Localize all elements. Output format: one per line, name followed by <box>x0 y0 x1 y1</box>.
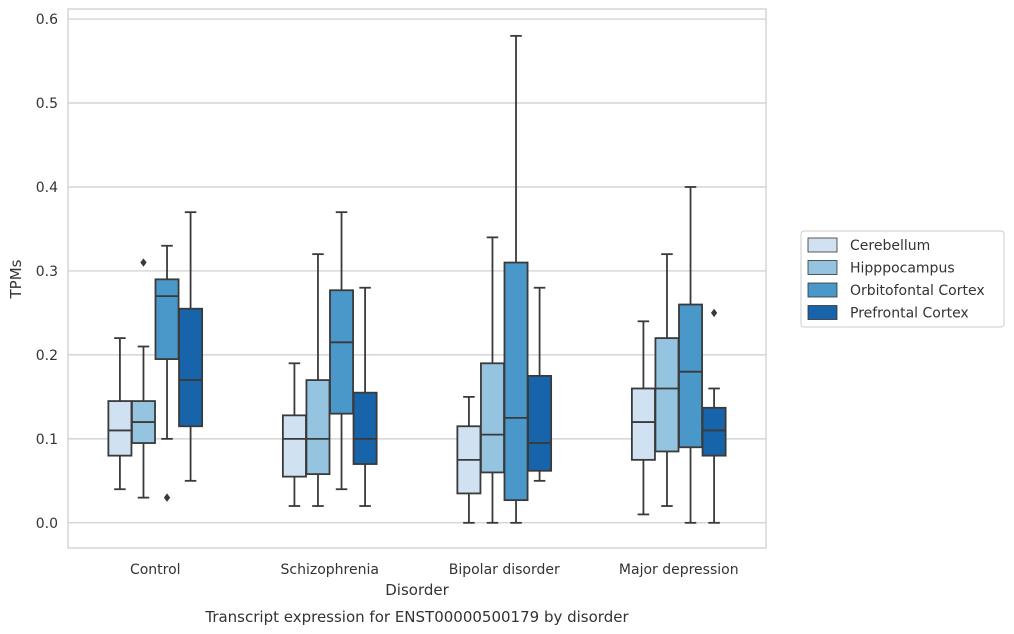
y-tick-label: 0.3 <box>36 264 58 280</box>
box-body <box>701 406 727 457</box>
box-body <box>107 400 133 457</box>
outlier-point <box>140 258 147 267</box>
box-3-2 <box>527 286 553 482</box>
legend-label: Orbitofontal Cortex <box>850 283 985 299</box>
box-body <box>305 379 331 476</box>
y-tick-label: 0.2 <box>36 348 58 364</box>
legend-label: Cerebellum <box>850 238 930 254</box>
outlier-point <box>710 308 718 318</box>
x-tick-label: Bipolar disorder <box>449 562 560 578</box>
legend-swatch <box>807 305 838 320</box>
legend-swatch <box>807 237 838 253</box>
y-tick-label: 0.0 <box>36 516 58 532</box>
box-2-0 <box>154 244 180 502</box>
y-tick-labels: 0.0 0.1 0.2 0.3 0.4 0.5 0.6 <box>36 12 58 532</box>
legend: Cerebellum Hipppocampus Orbitofontal Corte… <box>800 230 1005 328</box>
x-tick-label: Major depression <box>619 562 739 578</box>
x-tick-label: Schizophrenia <box>281 562 379 578</box>
legend-label: Prefrontal Cortex <box>850 306 969 322</box>
box-1-0 <box>131 258 156 499</box>
box-body <box>329 289 354 415</box>
legend-frame <box>800 230 1005 328</box>
y-axis-label: TPMs <box>7 259 25 299</box>
box-0-1 <box>281 362 307 507</box>
box-body <box>352 391 378 465</box>
box-3-1 <box>352 286 378 507</box>
box-0-3 <box>630 320 656 516</box>
box-3-0 <box>178 211 204 482</box>
box-body <box>154 278 180 360</box>
y-tick-label: 0.6 <box>36 12 58 28</box>
plot-frame <box>67 8 767 549</box>
box-2-1 <box>329 211 354 491</box>
box-body <box>178 307 204 428</box>
box-body <box>503 261 529 502</box>
box-1-2 <box>480 236 505 524</box>
box-body <box>630 387 656 461</box>
box-0-2 <box>456 395 482 524</box>
box-3-3 <box>701 308 727 524</box>
y-tick-label: 0.1 <box>36 432 58 448</box>
legend-swatch <box>807 282 838 298</box>
x-tick-label: Control <box>130 562 181 578</box>
y-tick-label: 0.4 <box>36 180 58 196</box>
legend-label: Hipppocampus <box>850 261 955 277</box>
box-body <box>678 303 703 449</box>
box-body <box>480 362 505 474</box>
box-body <box>281 414 307 478</box>
box-body <box>654 337 680 453</box>
box-series <box>107 34 727 524</box>
box-1-1 <box>305 253 331 507</box>
x-axis-label: Disorder <box>385 581 449 599</box>
x-tick-labels: Control Schizophrenia Bipolar disorder Majo… <box>130 562 739 578</box>
box-body <box>527 374 553 472</box>
y-tick-label: 0.5 <box>36 96 58 112</box>
box-1-3 <box>654 253 680 507</box>
outlier-point <box>163 493 171 502</box>
chart-caption: Transcript expression for ENST0000050017… <box>204 608 629 626</box>
legend-swatch <box>807 260 838 275</box>
box-0-0 <box>107 337 133 491</box>
box-2-2 <box>503 34 529 524</box>
box-2-3 <box>678 186 703 524</box>
